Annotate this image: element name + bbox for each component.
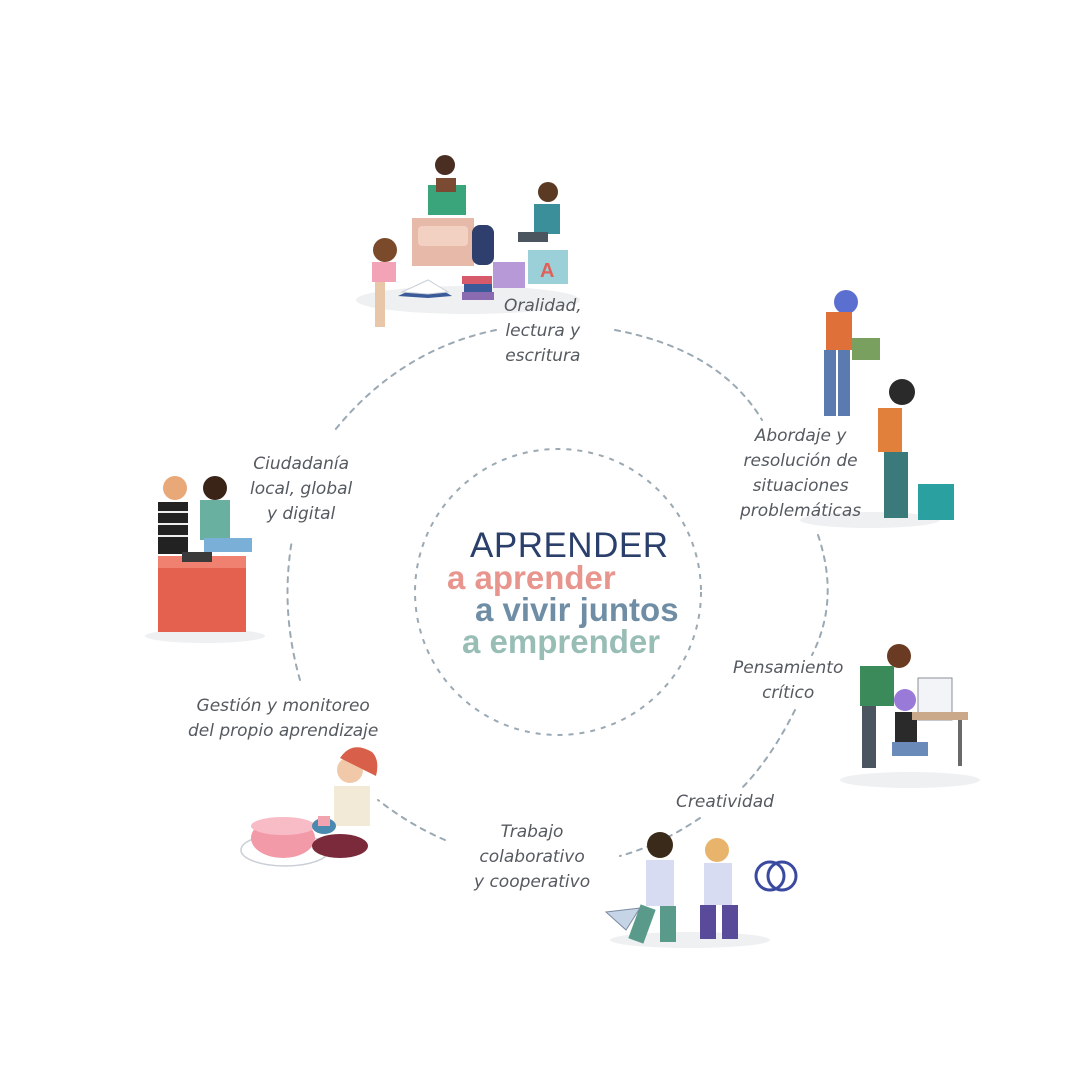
illustration-lifting-box (800, 290, 954, 528)
label-oralidad: Oralidad, lectura y escritura (504, 296, 582, 366)
label-abordaje: Abordaje y resolución de situaciones pro… (740, 426, 862, 521)
illustration-cake (240, 747, 378, 867)
inner-ring (414, 448, 702, 736)
center-line-vivir: a vivir juntos (475, 591, 679, 628)
illustration-creativity (604, 832, 798, 948)
label-ciudadania: Ciudadanía local, global y digital (250, 454, 353, 524)
svg-text:A: A (540, 260, 554, 282)
illustration-critical-thinking (840, 644, 980, 788)
ring-segment-lower-right (739, 709, 796, 791)
center-line-emprender: a emprender (462, 623, 661, 660)
ring-segment-top-left (334, 329, 497, 431)
label-pensamiento: Pensamiento crítico (733, 658, 844, 703)
ring-segment-top-right (614, 329, 763, 421)
center-title: APRENDER (470, 526, 669, 565)
label-gestion: Gestión y monitoreo del propio aprendiza… (188, 696, 379, 741)
ring-segment-right (811, 534, 829, 656)
ring-segment-left (286, 539, 301, 681)
ring-segment-bottom-left (377, 799, 446, 841)
illustration-citizenship (145, 476, 265, 643)
label-trabajo: Trabajo colaborativo y cooperativo (474, 822, 591, 892)
outer-ring (286, 329, 829, 857)
center-line-aprender: a aprender (447, 559, 616, 596)
label-creatividad: Creatividad (676, 792, 774, 812)
illustration-reading-group: A (356, 155, 580, 327)
